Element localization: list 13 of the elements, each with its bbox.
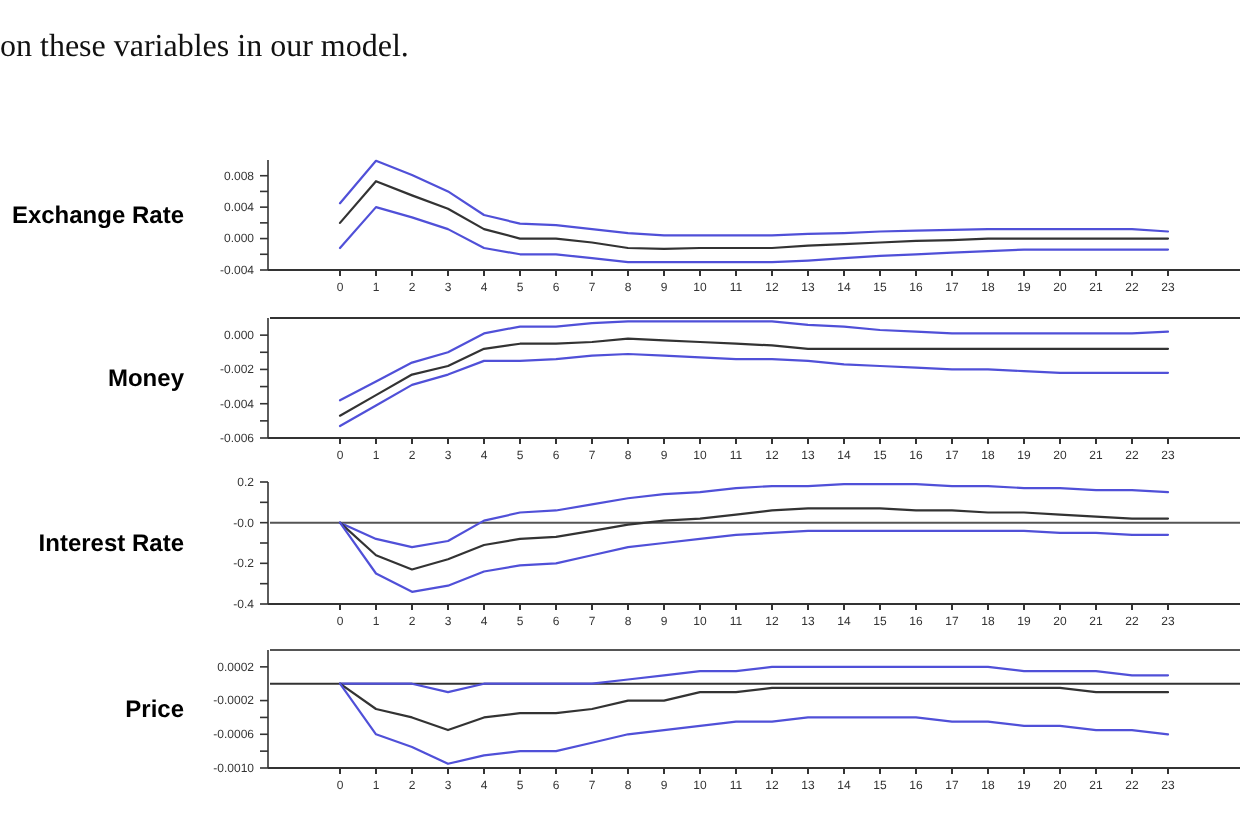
line-series	[338, 320, 1170, 402]
line-series	[338, 337, 1170, 417]
y-axis-title: Interest Rate	[38, 529, 185, 557]
y-axis-title: Money	[107, 364, 185, 392]
line-series	[338, 159, 1170, 237]
y-axis-title: Price	[125, 695, 185, 723]
y-axis-title: Exchange Rate	[11, 201, 185, 229]
line-series	[338, 180, 1170, 250]
line-series	[338, 352, 1170, 428]
text: on these variables in our model.	[0, 30, 409, 64]
line-series	[338, 507, 1170, 571]
line-series	[338, 206, 1170, 264]
line-series	[338, 682, 1170, 732]
